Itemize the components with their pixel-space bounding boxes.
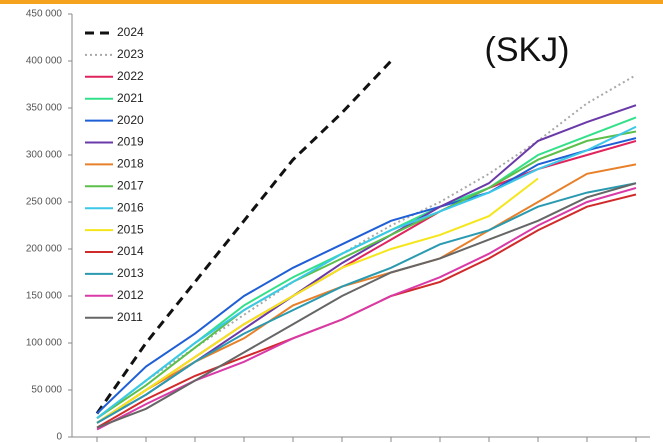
- y-tick-label: 300 000: [26, 150, 63, 161]
- legend-label: 2024: [117, 25, 144, 39]
- legend-label: 2019: [117, 135, 144, 149]
- legend-label: 2013: [117, 266, 144, 280]
- legend-label: 2022: [117, 69, 144, 83]
- series-line: [95, 59, 393, 415]
- y-tick-label: 400 000: [26, 56, 63, 67]
- legend-label: 2015: [117, 222, 144, 236]
- legend-label: 2021: [117, 91, 144, 105]
- series-line: [96, 193, 637, 429]
- series-line: [96, 182, 637, 424]
- series-line: [96, 186, 637, 431]
- y-tick-label: 0: [56, 432, 62, 443]
- legend-label: 2018: [117, 157, 144, 171]
- legend-label: 2017: [117, 178, 144, 192]
- y-tick-label: 100 000: [26, 338, 63, 349]
- legend-label: 2014: [117, 244, 144, 258]
- legend-label: 2023: [117, 47, 144, 61]
- annotation: (SKJ): [485, 31, 570, 69]
- series-line: [96, 182, 637, 429]
- y-tick-label: 50 000: [31, 385, 62, 396]
- y-tick-label: 350 000: [26, 103, 63, 114]
- series-line: [96, 139, 637, 424]
- legend-label: 2011: [117, 310, 143, 324]
- top-bar: [0, 0, 663, 4]
- legend-label: 2012: [117, 288, 144, 302]
- series-line: [96, 137, 637, 415]
- series-line: [96, 177, 539, 424]
- y-tick-label: 150 000: [26, 291, 63, 302]
- y-tick-label: 250 000: [26, 197, 63, 208]
- y-tick-label: 200 000: [26, 244, 63, 255]
- y-tick-label: 450 000: [26, 9, 63, 20]
- legend-label: 2016: [117, 200, 144, 214]
- legend-label: 2020: [117, 113, 144, 127]
- series-line: [96, 125, 637, 419]
- series-line: [96, 130, 637, 420]
